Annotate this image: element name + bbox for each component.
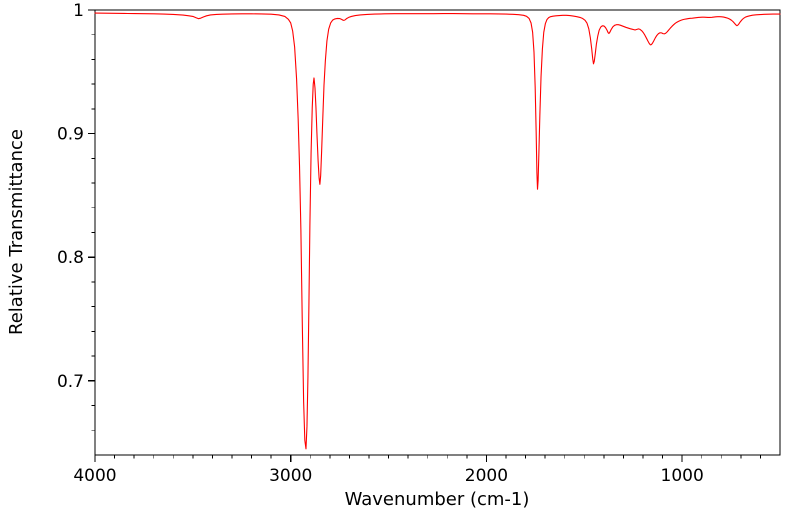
spectrum-line <box>94 12 781 450</box>
x-tick-label: 4000 <box>73 466 116 486</box>
x-tick-label: 2000 <box>465 466 508 486</box>
plot-frame <box>94 9 781 456</box>
axes: 4000 3000 2000 1000 0.7 0.8 0.9 1 <box>57 1 781 486</box>
y-tick-label: 0.7 <box>57 372 84 392</box>
x-tick-label: 1000 <box>661 466 704 486</box>
y-tick-label: 0.9 <box>57 125 84 145</box>
y-tick-label: 0.8 <box>57 248 84 268</box>
y-tick-label: 1 <box>73 1 84 21</box>
y-axis-title: Relative Transmittance <box>6 129 27 335</box>
x-tick-label: 3000 <box>269 466 312 486</box>
x-axis-title: Wavenumber (cm-1) <box>345 489 530 510</box>
